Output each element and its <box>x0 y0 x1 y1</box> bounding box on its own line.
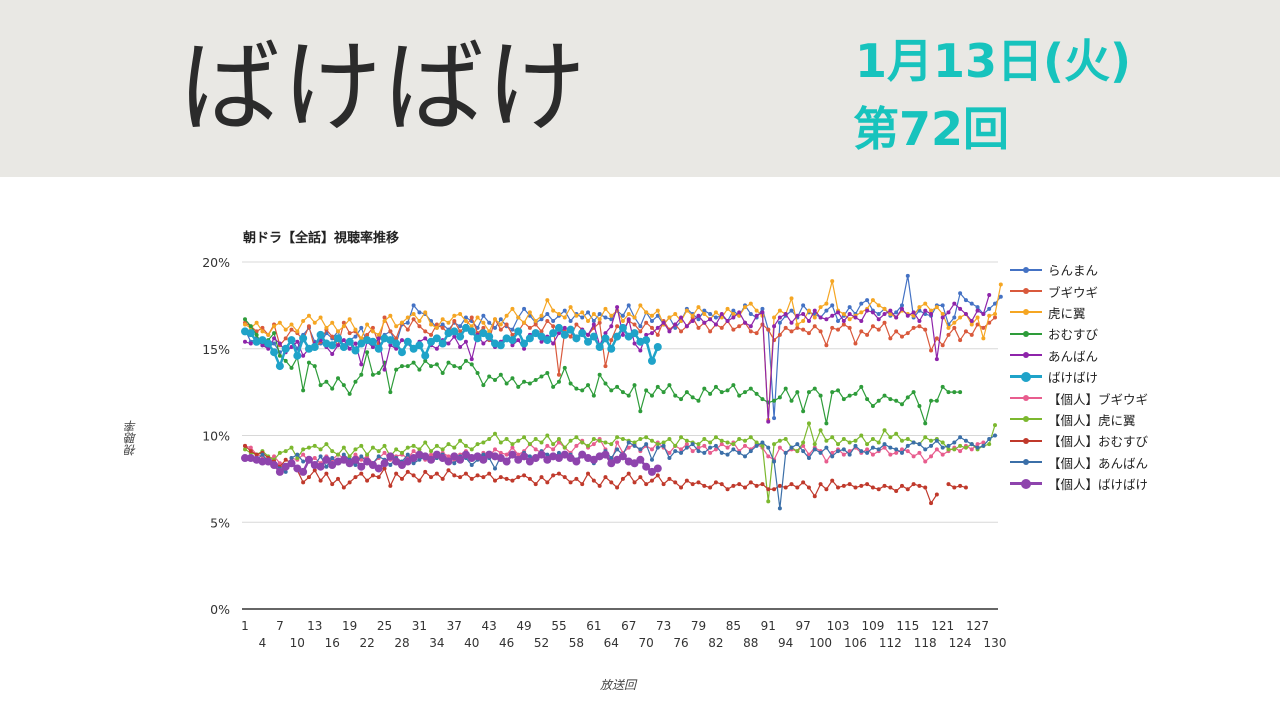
legend-item[interactable]: ばけばけ <box>1010 366 1148 387</box>
x-tick-label: 49 <box>516 619 531 633</box>
x-tick-label: 70 <box>639 636 654 650</box>
x-tick-label: 58 <box>569 636 584 650</box>
x-tick-label: 106 <box>844 636 867 650</box>
x-tick-label: 88 <box>743 636 758 650</box>
legend-marker-icon <box>1010 457 1042 467</box>
x-tick-label: 118 <box>914 636 937 650</box>
x-tick-label: 34 <box>429 636 444 650</box>
x-tick-label: 16 <box>325 636 340 650</box>
header-banner: ばけばけ 1月13日(火) 第72回 <box>0 0 1280 177</box>
x-tick-label: 46 <box>499 636 514 650</box>
legend-item[interactable]: 虎に翼 <box>1010 302 1148 323</box>
x-tick-label: 124 <box>949 636 972 650</box>
x-tick-label: 43 <box>482 619 497 633</box>
x-tick-label: 82 <box>708 636 723 650</box>
series-line <box>243 279 1003 422</box>
x-tick-label: 97 <box>795 619 810 633</box>
x-tick-label: 31 <box>412 619 427 633</box>
y-tick-label: 0% <box>210 602 230 617</box>
legend-marker-icon <box>1010 329 1042 339</box>
series-line <box>243 443 968 506</box>
x-tick-label: 115 <box>896 619 919 633</box>
series-line <box>243 421 997 504</box>
broadcast-date: 1月13日(火) <box>855 34 1132 88</box>
x-tick-label: 79 <box>691 619 706 633</box>
x-tick-label: 10 <box>290 636 305 650</box>
legend-marker-icon <box>1010 414 1042 424</box>
legend-item[interactable]: おむすび <box>1010 323 1148 344</box>
legend-label: おむすび <box>1048 327 1099 343</box>
x-tick-label: 55 <box>551 619 566 633</box>
x-tick-label: 109 <box>861 619 884 633</box>
x-tick-label: 52 <box>534 636 549 650</box>
x-axis-label: 放送回 <box>600 678 637 692</box>
legend-marker-icon <box>1010 393 1042 403</box>
y-tick-label: 5% <box>210 515 230 530</box>
x-tick-label: 28 <box>394 636 409 650</box>
legend-item[interactable]: 【個人】あんばん <box>1010 452 1148 473</box>
x-tick-label: 73 <box>656 619 671 633</box>
legend-item[interactable]: 【個人】ばけばけ <box>1010 473 1148 494</box>
legend-item[interactable]: らんまん <box>1010 259 1148 280</box>
x-tick-label: 127 <box>966 619 989 633</box>
x-tick-label: 94 <box>778 636 793 650</box>
legend-label: あんばん <box>1048 348 1099 364</box>
x-tick-label: 112 <box>879 636 902 650</box>
legend-label: ばけばけ <box>1048 370 1099 386</box>
legend-item[interactable]: 【個人】虎に翼 <box>1010 409 1148 430</box>
legend-label: 【個人】ばけばけ <box>1048 477 1149 493</box>
legend-item[interactable]: 【個人】おむすび <box>1010 430 1148 451</box>
y-tick-label: 15% <box>202 342 230 357</box>
x-tick-label: 85 <box>726 619 741 633</box>
series-line <box>243 433 997 511</box>
legend-marker-icon <box>1010 371 1042 382</box>
legend-label: らんまん <box>1048 263 1099 279</box>
series-line <box>241 450 662 476</box>
x-tick-label: 76 <box>673 636 688 650</box>
x-tick-label: 130 <box>984 636 1007 650</box>
x-tick-label: 13 <box>307 619 322 633</box>
legend-marker-icon <box>1010 307 1042 317</box>
x-tick-label: 1 <box>241 619 249 633</box>
legend-label: 【個人】ブギウギ <box>1048 391 1149 407</box>
x-tick-label: 37 <box>447 619 462 633</box>
legend-label: 【個人】虎に翼 <box>1048 412 1136 428</box>
chart-legend: らんまんブギウギ虎に翼おむすびあんばんばけばけ【個人】ブギウギ 【個人】虎に翼 【個… <box>1010 259 1148 494</box>
series-line <box>243 317 963 426</box>
y-tick-label: 20% <box>202 255 230 270</box>
legend-marker-icon <box>1010 265 1042 275</box>
x-tick-label: 22 <box>359 636 374 650</box>
x-tick-label: 40 <box>464 636 479 650</box>
chart-title: 朝ドラ【全話】視聴率推移 <box>243 231 400 246</box>
legend-item[interactable]: ブギウギ <box>1010 280 1148 301</box>
legend-marker-icon <box>1010 350 1042 360</box>
y-tick-label: 10% <box>202 429 230 444</box>
legend-marker-icon <box>1010 436 1042 446</box>
drama-title: ばけばけ <box>180 29 588 146</box>
legend-label: ブギウギ <box>1048 284 1099 300</box>
x-tick-label: 64 <box>604 636 619 650</box>
legend-label: 【個人】あんばん <box>1048 455 1149 471</box>
legend-marker-icon <box>1010 286 1042 296</box>
x-tick-label: 19 <box>342 619 357 633</box>
x-tick-label: 67 <box>621 619 636 633</box>
x-tick-label: 103 <box>827 619 850 633</box>
episode-number: 第72回 <box>853 102 1010 156</box>
legend-item[interactable]: 【個人】ブギウギ <box>1010 387 1148 408</box>
x-tick-label: 25 <box>377 619 392 633</box>
x-tick-label: 100 <box>809 636 832 650</box>
x-tick-label: 61 <box>586 619 601 633</box>
legend-label: 虎に翼 <box>1048 305 1086 321</box>
x-tick-label: 91 <box>761 619 776 633</box>
legend-label: 【個人】おむすび <box>1048 434 1149 450</box>
series-line <box>241 323 662 371</box>
legend-marker-icon <box>1010 478 1042 489</box>
legend-item[interactable]: あんばん <box>1010 345 1148 366</box>
x-tick-label: 4 <box>259 636 267 650</box>
x-tick-label: 7 <box>276 619 284 633</box>
x-tick-label: 121 <box>931 619 954 633</box>
